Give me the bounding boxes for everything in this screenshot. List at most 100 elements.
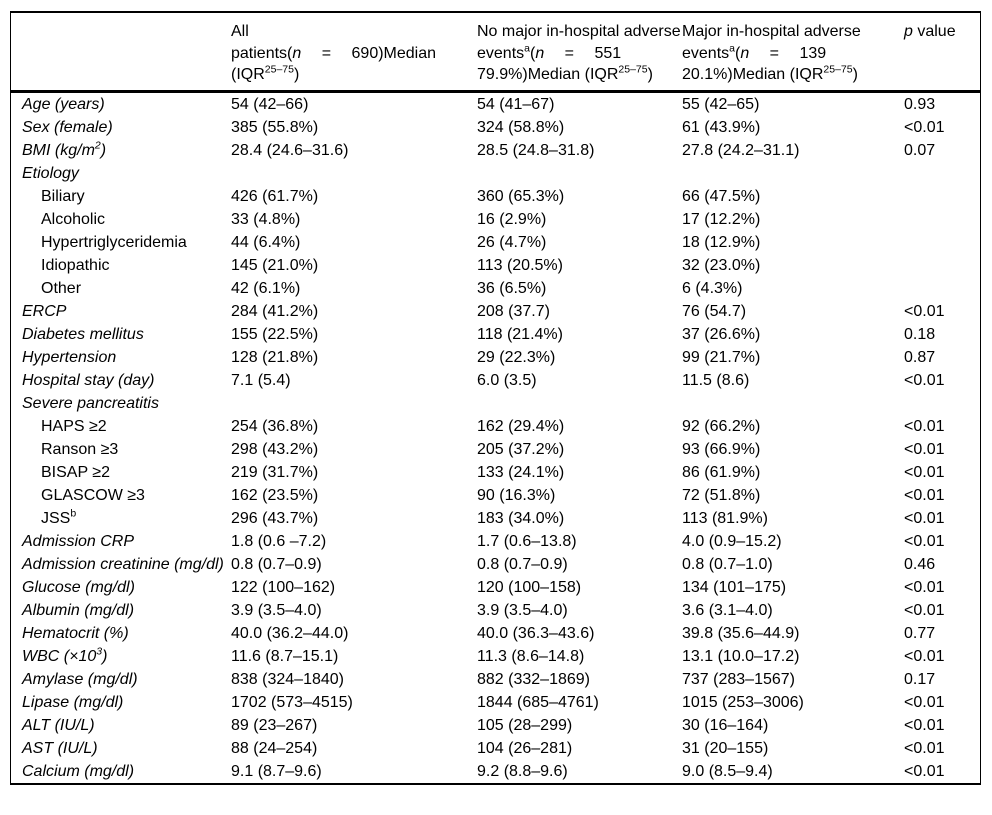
column-header-no-major-adverse: No major in-hospital adverse eventsa(n = … xyxy=(477,13,682,93)
table-row: AST (IU/L) 88 (24–254) 104 (26–281) 31 (20–… xyxy=(11,737,980,760)
cell-major-adverse: 17 (12.2%) xyxy=(682,210,761,228)
cell-no-major-adverse: 26 (4.7%) xyxy=(477,233,547,251)
cell-all-patients: 296 (43.7%) xyxy=(231,509,319,527)
cell-major-adverse: 66 (47.5%) xyxy=(682,187,761,205)
table-row: BMI (kg/m2) 28.4 (24.6–31.6) 28.5 (24.8–31… xyxy=(11,139,980,162)
cell-no-major-adverse: 104 (26–281) xyxy=(477,739,573,757)
cell-no-major-adverse: 118 (21.4%) xyxy=(477,325,563,343)
cell-major-adverse: 76 (54.7) xyxy=(682,302,747,320)
cell-no-major-adverse: 11.3 (8.6–14.8) xyxy=(477,647,585,665)
cell-major-adverse: 18 (12.9%) xyxy=(682,233,761,251)
cell-all-patients: 155 (22.5%) xyxy=(231,325,319,343)
column-header-p-value: p value xyxy=(904,13,980,93)
cell-no-major-adverse: 324 (58.8%) xyxy=(477,118,565,136)
cell-p-value: 0.46 xyxy=(904,555,936,573)
cell-major-adverse: 3.6 (3.1–4.0) xyxy=(682,601,773,619)
cell-major-adverse: 1015 (253–3006) xyxy=(682,693,804,711)
row-label: Amylase (mg/dl) xyxy=(22,670,138,688)
row-label: Alcoholic xyxy=(41,210,106,228)
cell-p-value xyxy=(904,231,980,254)
table-row: Age (years) 54 (42–66) 54 (41–67) 55 (42–65… xyxy=(11,91,980,116)
cell-no-major-adverse: 183 (34.0%) xyxy=(477,509,565,527)
cell-no-major-adverse: 360 (65.3%) xyxy=(477,187,565,205)
cell-no-major-adverse: 882 (332–1869) xyxy=(477,670,590,688)
data-table: All patients(n = 690)Median (IQR25–75) No m… xyxy=(11,13,980,783)
cell-p-value: <0.01 xyxy=(904,693,945,711)
cell-major-adverse: 61 (43.9%) xyxy=(682,118,761,136)
cell-major-adverse: 11.5 (8.6) xyxy=(682,371,750,389)
cell-p-value: <0.01 xyxy=(904,371,945,389)
cell-p-value: <0.01 xyxy=(904,716,945,734)
cell-all-patients: 219 (31.7%) xyxy=(231,463,319,481)
cell-major-adverse: 737 (283–1567) xyxy=(682,670,795,688)
table-body: Age (years) 54 (42–66) 54 (41–67) 55 (42–65… xyxy=(11,91,980,783)
cell-no-major-adverse: 208 (37.7) xyxy=(477,302,550,320)
row-label: Glucose (mg/dl) xyxy=(22,578,135,596)
header-line: eventsa(n = 551 xyxy=(477,42,622,62)
cell-all-patients: 28.4 (24.6–31.6) xyxy=(231,141,349,159)
cell-no-major-adverse xyxy=(477,392,682,415)
cell-p-value xyxy=(904,208,980,231)
cell-all-patients: 40.0 (36.2–44.0) xyxy=(231,624,349,642)
cell-no-major-adverse: 113 (20.5%) xyxy=(477,256,563,274)
table-row: Ranson ≥3 298 (43.2%) 205 (37.2%) 93 (66.9%… xyxy=(11,438,980,461)
cell-major-adverse: 9.0 (8.5–9.4) xyxy=(682,762,773,780)
cell-all-patients: 7.1 (5.4) xyxy=(231,371,291,389)
header-line: patients(n = 690)Median xyxy=(231,44,437,62)
table-row: Other 42 (6.1%) 36 (6.5%) 6 (4.3%) xyxy=(11,277,980,300)
row-label: Age (years) xyxy=(22,95,105,113)
cell-major-adverse: 93 (66.9%) xyxy=(682,440,761,458)
row-label: Idiopathic xyxy=(41,256,110,274)
cell-p-value xyxy=(904,254,980,277)
cell-all-patients: 1.8 (0.6 –7.2) xyxy=(231,532,327,550)
cell-p-value xyxy=(904,392,980,415)
cell-p-value: <0.01 xyxy=(904,118,945,136)
header-line: p value xyxy=(904,23,956,40)
row-label: BISAP ≥2 xyxy=(41,463,110,481)
cell-major-adverse: 86 (61.9%) xyxy=(682,463,761,481)
cell-all-patients: 162 (23.5%) xyxy=(231,486,319,504)
cell-major-adverse: 37 (26.6%) xyxy=(682,325,761,343)
cell-no-major-adverse: 1844 (685–4761) xyxy=(477,693,599,711)
cell-all-patients: 89 (23–267) xyxy=(231,716,318,734)
row-label: Admission creatinine (mg/dl) xyxy=(22,555,224,573)
row-label: JSSb xyxy=(41,507,77,527)
row-label: BMI (kg/m2) xyxy=(22,139,107,159)
header-line: No major in-hospital adverse xyxy=(477,23,681,40)
row-label: Ranson ≥3 xyxy=(41,440,119,458)
cell-no-major-adverse xyxy=(477,162,682,185)
cell-all-patients: 42 (6.1%) xyxy=(231,279,301,297)
table-row: Albumin (mg/dl) 3.9 (3.5–4.0) 3.9 (3.5–4.0… xyxy=(11,599,980,622)
table-row: JSSb 296 (43.7%) 183 (34.0%) 113 (81.9%) <0.… xyxy=(11,507,980,530)
table-row: Idiopathic 145 (21.0%) 113 (20.5%) 32 (23.0… xyxy=(11,254,980,277)
cell-all-patients: 88 (24–254) xyxy=(231,739,318,757)
cell-no-major-adverse: 9.2 (8.8–9.6) xyxy=(477,762,568,780)
cell-p-value: <0.01 xyxy=(904,417,945,435)
header-line: 79.9%)Median (IQR25–75) xyxy=(477,63,653,83)
cell-major-adverse: 30 (16–164) xyxy=(682,716,769,734)
cell-major-adverse: 13.1 (10.0–17.2) xyxy=(682,647,800,665)
cell-major-adverse xyxy=(682,392,904,415)
row-label: HAPS ≥2 xyxy=(41,417,107,435)
cell-all-patients: 54 (42–66) xyxy=(231,95,309,113)
column-header-major-adverse: Major in-hospital adverse eventsa(n = 139… xyxy=(682,13,904,93)
cell-p-value: 0.18 xyxy=(904,325,936,343)
cell-p-value: 0.17 xyxy=(904,670,936,688)
cell-p-value xyxy=(904,185,980,208)
cell-major-adverse: 6 (4.3%) xyxy=(682,279,743,297)
cell-no-major-adverse: 54 (41–67) xyxy=(477,95,555,113)
table-row: Glucose (mg/dl) 122 (100–162) 120 (100–158… xyxy=(11,576,980,599)
cell-p-value: <0.01 xyxy=(904,762,945,780)
cell-major-adverse: 72 (51.8%) xyxy=(682,486,761,504)
cell-p-value: <0.01 xyxy=(904,578,945,596)
cell-all-patients: 426 (61.7%) xyxy=(231,187,319,205)
cell-all-patients: 11.6 (8.7–15.1) xyxy=(231,647,339,665)
cell-p-value: 0.07 xyxy=(904,141,936,159)
row-label: WBC (×103) xyxy=(22,645,108,665)
cell-p-value: <0.01 xyxy=(904,463,945,481)
cell-all-patients: 284 (41.2%) xyxy=(231,302,319,320)
row-label: Hospital stay (day) xyxy=(22,371,155,389)
table-row: Biliary 426 (61.7%) 360 (65.3%) 66 (47.5%) xyxy=(11,185,980,208)
row-label: Diabetes mellitus xyxy=(22,325,144,343)
cell-no-major-adverse: 1.7 (0.6–13.8) xyxy=(477,532,577,550)
